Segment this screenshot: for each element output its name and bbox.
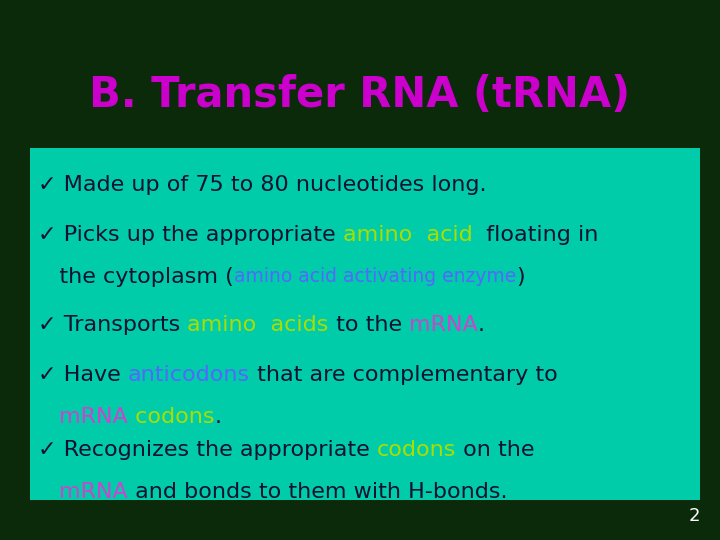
Text: ✓ Transports: ✓ Transports [38, 315, 187, 335]
Text: codons: codons [128, 407, 215, 427]
Text: B. Transfer RNA (tRNA): B. Transfer RNA (tRNA) [89, 74, 631, 116]
Text: amino  acid: amino acid [343, 225, 472, 245]
Text: amino acid activating enzyme: amino acid activating enzyme [234, 267, 516, 286]
Text: ): ) [516, 267, 525, 287]
Text: .: . [478, 315, 485, 335]
Text: ✓ Made up of 75 to 80 nucleotides long.: ✓ Made up of 75 to 80 nucleotides long. [38, 175, 487, 195]
FancyBboxPatch shape [30, 148, 700, 500]
Text: codons: codons [377, 440, 456, 460]
Text: mRNA: mRNA [59, 482, 128, 502]
Text: mRNA: mRNA [59, 407, 128, 427]
Text: floating in: floating in [472, 225, 599, 245]
Text: and bonds to them with H-bonds.: and bonds to them with H-bonds. [128, 482, 508, 502]
Text: the cytoplasm (: the cytoplasm ( [38, 267, 234, 287]
Text: ✓ Recognizes the appropriate: ✓ Recognizes the appropriate [38, 440, 377, 460]
Text: anticodons: anticodons [128, 365, 250, 385]
Text: on the: on the [456, 440, 535, 460]
Text: to the: to the [329, 315, 409, 335]
Text: that are complementary to: that are complementary to [250, 365, 558, 385]
Text: mRNA: mRNA [409, 315, 478, 335]
Text: 2: 2 [688, 507, 700, 525]
Text: ✓ Picks up the appropriate: ✓ Picks up the appropriate [38, 225, 343, 245]
Text: ✓ Have: ✓ Have [38, 365, 128, 385]
Text: amino  acids: amino acids [187, 315, 329, 335]
Text: .: . [215, 407, 222, 427]
